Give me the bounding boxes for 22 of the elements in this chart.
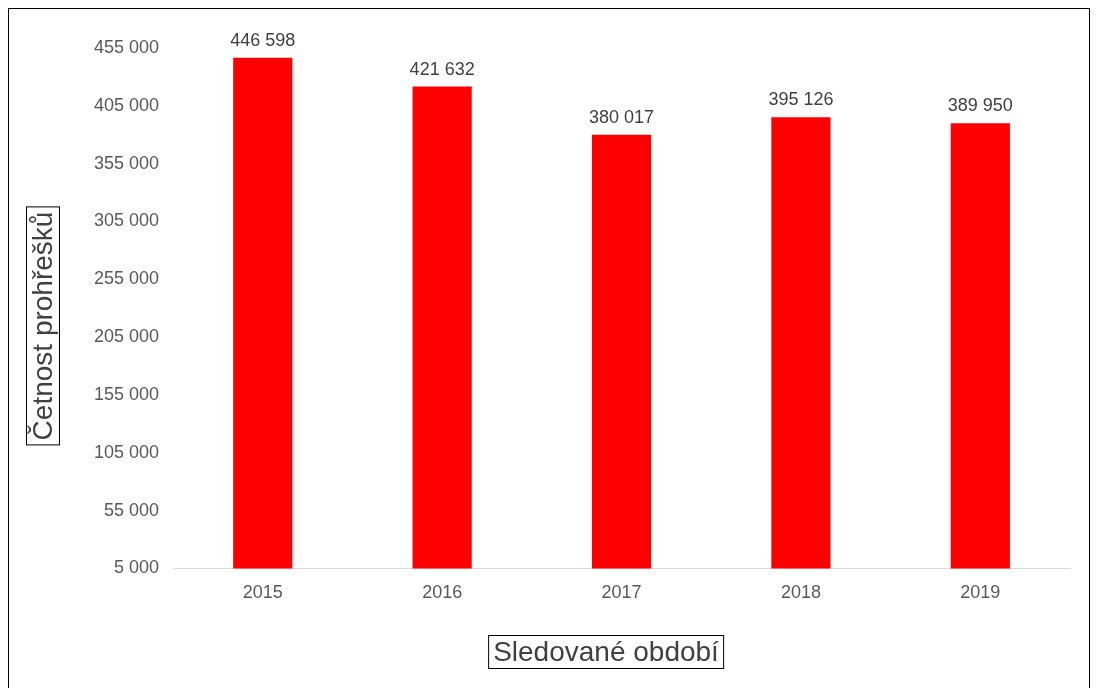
- data-label: 389 950: [947, 95, 1013, 116]
- y-axis-title: Četnost prohřešků: [26, 206, 60, 446]
- y-tick-label: 305 000: [93, 210, 160, 231]
- data-label: 421 632: [409, 58, 475, 79]
- x-tick-label: 2017: [601, 582, 642, 603]
- y-tick-label: 355 000: [93, 152, 160, 173]
- x-tick-label: 2016: [422, 582, 463, 603]
- x-tick-label: 2018: [780, 582, 821, 603]
- y-tick-label: 255 000: [93, 268, 160, 289]
- y-tick-label: 155 000: [93, 383, 160, 404]
- y-tick-label: 455 000: [93, 36, 160, 57]
- y-tick-label: 105 000: [93, 441, 160, 462]
- x-tick-label: 2019: [960, 582, 1001, 603]
- y-tick-label: 55 000: [104, 499, 160, 520]
- data-label: 380 017: [588, 106, 655, 127]
- y-tick-label: 205 000: [93, 326, 160, 347]
- y-tick-label: 405 000: [93, 94, 160, 115]
- data-label: 395 126: [768, 89, 834, 110]
- x-axis-title: Sledované období: [488, 635, 724, 669]
- y-tick-label: 5 000: [114, 557, 160, 578]
- x-tick-label: 2015: [242, 582, 283, 603]
- data-label: 446 598: [230, 29, 296, 50]
